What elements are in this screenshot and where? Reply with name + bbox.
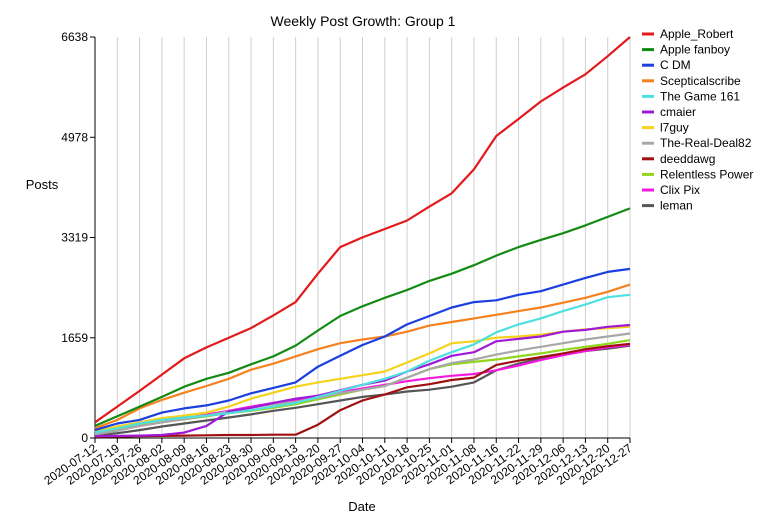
x-axis-label: Date	[348, 499, 375, 514]
legend-label-clix-pix: Clix Pix	[660, 183, 700, 197]
series-line-leman	[94, 344, 631, 437]
y-tick-label: 1659	[61, 331, 88, 345]
series-line-scepticalscribe	[94, 283, 631, 430]
series-line-the-real-deal82	[94, 332, 631, 436]
legend-label-scepticalscribe: Scepticalscribe	[660, 74, 741, 88]
y-tick-label: 6638	[61, 30, 88, 44]
series-line-deeddawg	[94, 342, 631, 438]
series-line-apple-robert	[94, 36, 631, 424]
legend-label-c-dm: C DM	[660, 58, 691, 72]
chart-title: Weekly Post Growth: Group 1	[271, 13, 456, 29]
legend-label-the-game-161: The Game 161	[660, 89, 740, 103]
y-tick-label: 3319	[61, 231, 88, 245]
legend-label-apple-fanboy: Apple fanboy	[660, 43, 730, 57]
series-line-c-dm	[94, 267, 631, 432]
series-line-apple-fanboy	[94, 207, 631, 427]
y-tick-label: 4978	[61, 130, 88, 144]
y-tick-label: 0	[81, 431, 88, 445]
y-axis-label: Posts	[26, 177, 59, 192]
legend-label-leman: leman	[660, 199, 693, 213]
legend-label-cmaier: cmaier	[660, 105, 696, 119]
series-lines	[94, 36, 631, 438]
y-ticks: 0 1659 3319 4978 6638	[61, 30, 95, 445]
series-line-l7guy	[94, 325, 631, 433]
legend-label-l7guy: l7guy	[660, 121, 689, 135]
legend-label-relentless-power: Relentless Power	[660, 167, 753, 181]
legend-label-the-real-deal82: The-Real-Deal82	[660, 136, 752, 150]
x-ticks: 2020-07-122020-07-192020-07-262020-08-02…	[41, 438, 635, 488]
series-line-the-game-161	[94, 293, 631, 434]
legend-label-apple-robert: Apple_Robert	[660, 27, 734, 41]
legend-label-deeddawg: deeddawg	[660, 152, 715, 166]
